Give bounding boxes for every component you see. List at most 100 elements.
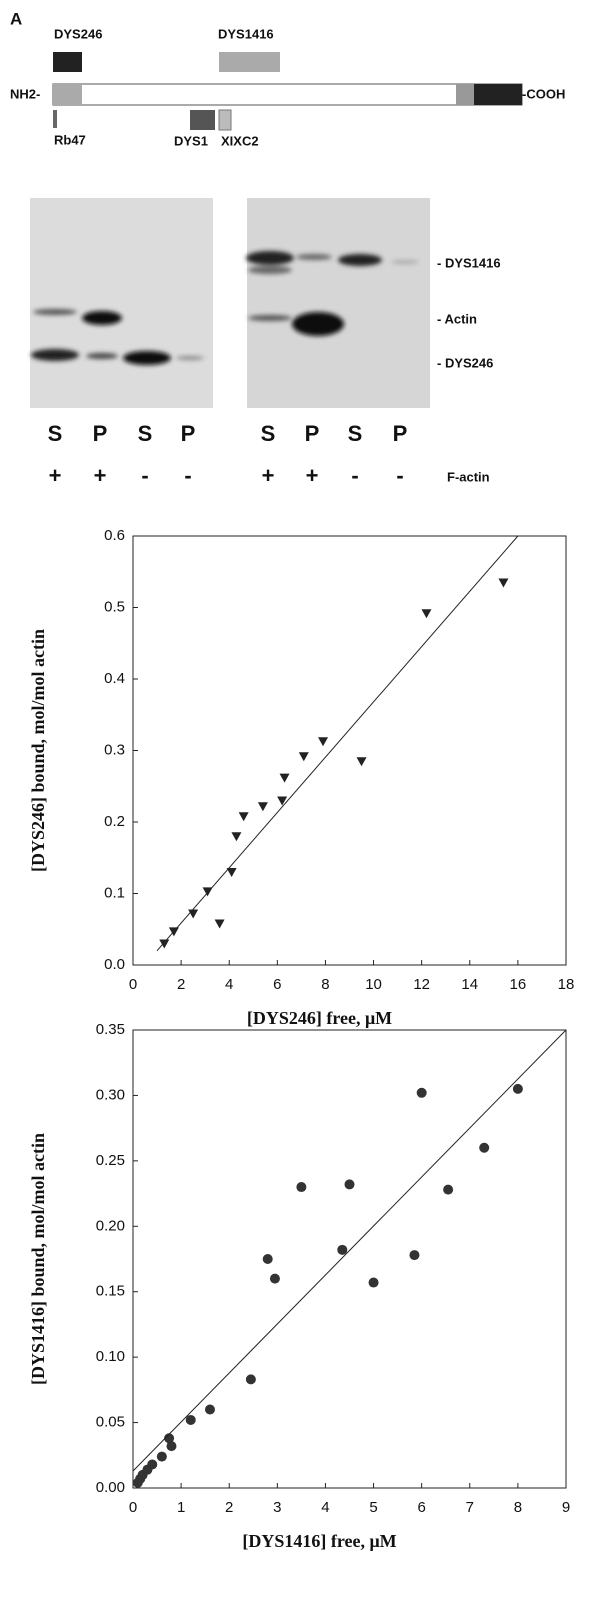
y-tick-label: 0.00	[96, 1479, 125, 1496]
x-tick-label: 5	[369, 1499, 377, 1516]
y-tick-label: 0.6	[104, 527, 125, 544]
data-point	[166, 1441, 177, 1452]
data-point	[156, 1451, 167, 1462]
x-tick-label: 14	[461, 976, 478, 993]
data-point	[443, 1184, 454, 1195]
x-tick-label: 2	[225, 1499, 233, 1516]
fragment-box	[218, 109, 232, 131]
x-tick-label: 6	[417, 1499, 425, 1516]
data-point	[185, 1414, 196, 1425]
data-point	[318, 737, 329, 747]
domain-label: DYS1416	[218, 26, 274, 41]
y-tick-label: 0.5	[104, 598, 125, 615]
fragment-box	[53, 110, 57, 128]
data-point	[409, 1250, 420, 1261]
gel-panel	[247, 198, 430, 408]
y-axis-label: [DYS246] bound, mol/mol actin	[28, 629, 48, 872]
x-tick-label: 0	[129, 976, 137, 993]
data-point	[245, 1374, 256, 1385]
lane-label: S	[348, 421, 363, 446]
domain-box	[53, 52, 82, 72]
data-point	[164, 1433, 175, 1444]
protein-bar	[52, 83, 523, 106]
data-point	[204, 1404, 215, 1415]
band-label: - Actin	[437, 311, 477, 326]
figure-label: A	[10, 9, 22, 28]
lane-label: P	[305, 421, 320, 446]
lane-label: P	[93, 421, 108, 446]
protein-segment	[53, 84, 82, 105]
fragment-label: DYS1	[174, 133, 208, 148]
f-actin-sign: -	[396, 463, 403, 488]
fit-line	[156, 535, 519, 952]
data-point	[159, 939, 170, 949]
fragment-box	[190, 110, 215, 130]
fragment-label: XIXC2	[221, 133, 259, 148]
data-point	[188, 909, 199, 919]
data-point	[257, 802, 268, 812]
x-tick-label: 8	[321, 976, 329, 993]
f-actin-sign: -	[351, 463, 358, 488]
y-tick-label: 0.3	[104, 741, 125, 758]
f-actin-sign: +	[306, 463, 319, 488]
x-tick-label: 3	[273, 1499, 281, 1516]
data-point	[279, 773, 290, 783]
data-point	[368, 1277, 379, 1288]
lane-label: P	[393, 421, 408, 446]
x-axis-label: [DYS1416] free, μM	[242, 1531, 396, 1551]
x-tick-label: 6	[273, 976, 281, 993]
data-point	[238, 812, 249, 822]
fit-line	[132, 1029, 567, 1472]
band-label: - DYS1416	[437, 255, 501, 270]
gel-panel	[30, 198, 213, 408]
protein-segment	[474, 84, 522, 105]
x-tick-label: 10	[365, 976, 382, 993]
data-point	[262, 1254, 273, 1264]
lane-label: S	[261, 421, 276, 446]
c-terminus: -COOH	[522, 86, 565, 101]
x-axis-label: [DYS246] free, μM	[247, 1008, 392, 1028]
domain-box	[219, 52, 280, 72]
data-point	[226, 868, 237, 878]
n-terminus: NH2-	[10, 86, 40, 101]
data-point	[421, 609, 432, 619]
data-point	[512, 1083, 523, 1094]
domain-label: DYS246	[54, 26, 102, 41]
f-actin-sign: -	[184, 463, 191, 488]
y-tick-label: 0.1	[104, 884, 125, 901]
x-tick-label: 4	[321, 1499, 329, 1516]
x-tick-label: 0	[129, 1499, 137, 1516]
f-actin-sign: +	[262, 463, 275, 488]
y-tick-label: 0.35	[96, 1021, 125, 1038]
x-tick-label: 18	[558, 976, 575, 993]
plot-frame	[132, 535, 567, 966]
data-point	[344, 1179, 355, 1190]
y-tick-label: 0.4	[104, 670, 125, 687]
data-point	[337, 1244, 348, 1255]
data-point	[356, 757, 367, 767]
data-point	[416, 1087, 427, 1098]
y-axis-label: [DYS1416] bound, mol/mol actin	[28, 1133, 48, 1385]
plot-frame	[132, 1029, 567, 1489]
data-point	[231, 832, 242, 842]
data-point	[277, 796, 288, 806]
y-tick-label: 0.05	[96, 1414, 125, 1431]
y-tick-label: 0.0	[104, 956, 125, 973]
protein-segment	[456, 84, 474, 105]
x-tick-label: 16	[510, 976, 527, 993]
lane-label: S	[48, 421, 63, 446]
f-actin-label: F-actin	[447, 469, 490, 484]
y-tick-label: 0.25	[96, 1152, 125, 1169]
lane-label: S	[138, 421, 153, 446]
y-tick-label: 0.2	[104, 813, 125, 830]
x-tick-label: 8	[514, 1499, 522, 1516]
data-point	[269, 1273, 280, 1284]
fragment-label: Rb47	[54, 132, 86, 147]
x-tick-label: 1	[177, 1499, 185, 1516]
x-tick-label: 7	[466, 1499, 474, 1516]
x-tick-label: 4	[225, 976, 233, 993]
data-point	[498, 578, 509, 588]
band-label: - DYS246	[437, 355, 493, 370]
y-tick-label: 0.30	[96, 1086, 125, 1103]
